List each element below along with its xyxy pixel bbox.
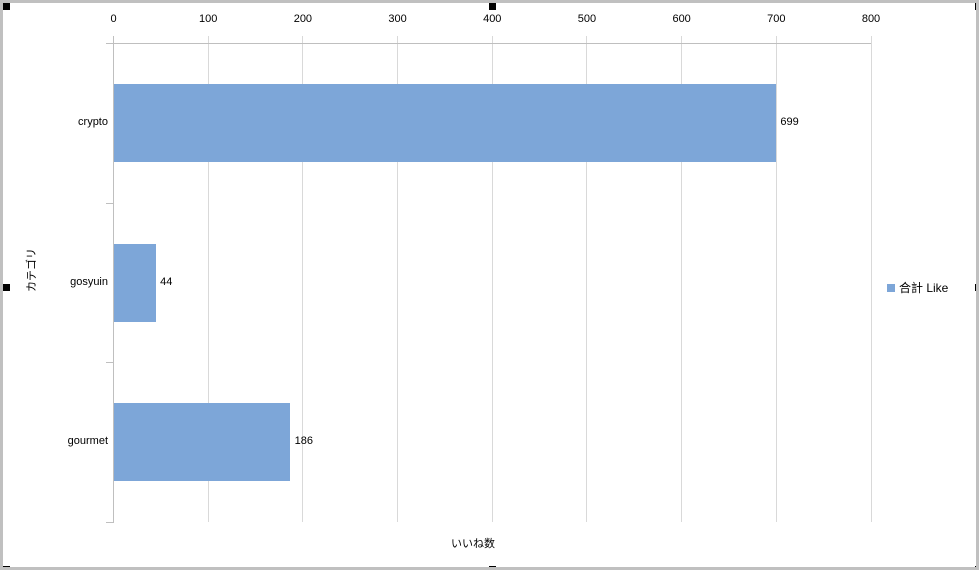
x-tick-label-400: 400 [483,13,502,25]
gridline-x-200 [302,36,304,522]
category-label-gourmet: gourmet [67,435,108,448]
bar-crypto[interactable] [114,83,776,162]
y-axis-title: カテゴリ [26,248,38,292]
x-tick-label-800: 800 [861,13,881,25]
resize-handle-top-center[interactable] [489,3,496,10]
resize-handle-bottom-left[interactable] [3,566,10,567]
legend-series-label: 合計 Like [899,281,949,295]
data-label-gourmet: 186 [294,435,313,448]
gridline-x-500 [586,36,588,522]
x-tick-label-200: 200 [293,13,313,25]
resize-handle-middle-right[interactable] [975,284,976,291]
gridline-x-300 [397,36,399,522]
y-axis-tick [105,522,114,523]
x-axis-line [113,43,871,44]
data-label-gosyuin: 44 [160,275,173,288]
gridline-x-400 [491,36,493,522]
x-tick-label-500: 500 [577,13,597,25]
y-axis-line [113,36,114,522]
x-axis-title: いいね数 [451,538,495,550]
resize-handle-middle-left[interactable] [3,284,10,291]
y-axis-tick [105,43,114,44]
gridline-x-800 [870,36,872,522]
legend[interactable]: 合計 Like [887,279,948,296]
y-axis-tick [105,362,114,364]
category-label-gosyuin: gosyuin [70,275,108,288]
bar-gosyuin[interactable] [114,243,156,322]
legend-marker-square [887,283,895,292]
gridline-x-700 [775,36,777,522]
x-tick-label-100: 100 [199,13,218,25]
bar-gourmet[interactable] [114,403,291,482]
x-tick-label-300: 300 [388,13,407,25]
gridline-x-100 [207,36,209,522]
resize-handle-bottom-right[interactable] [975,566,976,567]
gridline-x-600 [681,36,683,522]
category-label-crypto: crypto [78,115,108,128]
data-label-crypto: 699 [780,115,799,128]
x-tick-label-700: 700 [767,13,786,25]
resize-handle-bottom-center[interactable] [489,566,496,567]
resize-handle-top-right[interactable] [975,3,976,10]
y-axis-tick [105,202,114,204]
resize-handle-top-left[interactable] [3,3,10,10]
x-tick-label-0: 0 [110,13,117,25]
x-tick-label-600: 600 [672,13,691,25]
